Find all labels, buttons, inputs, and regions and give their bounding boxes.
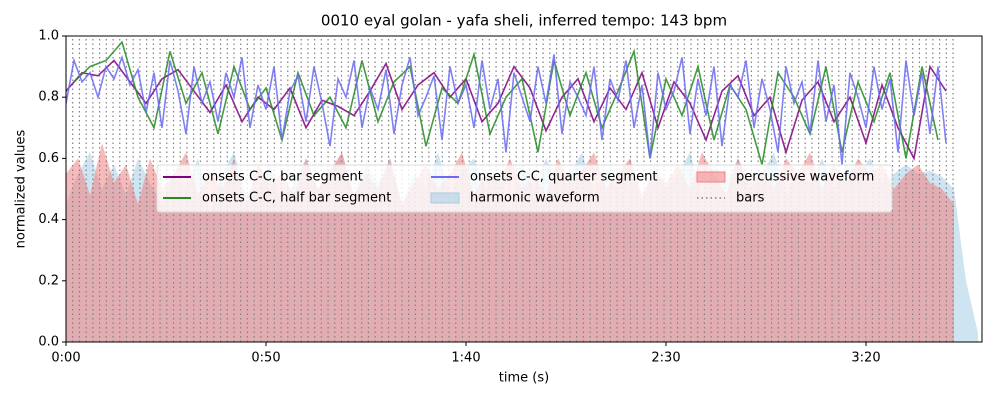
x-tick-label: 1:40: [451, 351, 480, 366]
legend-swatch: [696, 171, 726, 183]
legend-label: bars: [736, 191, 765, 206]
onset-line: [66, 54, 947, 165]
legend-label: percussive waveform: [736, 170, 874, 185]
chart-title: 0010 eyal golan - yafa sheli, inferred t…: [321, 12, 727, 30]
y-tick-label: 0.0: [38, 335, 59, 350]
legend-label: onsets C-C, half bar segment: [202, 191, 391, 206]
x-axis-label: time (s): [499, 371, 549, 386]
onset-line: [66, 59, 947, 161]
y-tick-label: 0.8: [38, 90, 59, 105]
x-tick-label: 3:20: [851, 351, 880, 366]
x-tick-label: 2:30: [651, 351, 680, 366]
axes: 0:00 0:50 1:40 2:30 3:20 0.0 0.2 0.4 0.6 0.8 1.0: [38, 29, 880, 366]
legend-label: harmonic waveform: [470, 191, 600, 206]
x-tick-label: 0:00: [51, 351, 80, 366]
y-tick-label: 0.6: [38, 151, 59, 166]
axes-frame: [65, 35, 983, 343]
y-axis-label: normalized values: [14, 129, 29, 248]
y-tick-label: 0.4: [38, 212, 59, 227]
x-tick-label: 0:50: [251, 351, 280, 366]
y-tick-label: 1.0: [38, 29, 59, 44]
legend-swatch: [430, 192, 460, 204]
legend-label: onsets C-C, quarter segment: [470, 170, 657, 185]
legend: onsets C-C, bar segment onsets C-C, half …: [156, 164, 893, 213]
onset-line: [73, 40, 939, 165]
legend-label: onsets C-C, bar segment: [202, 170, 363, 185]
y-tick-label: 0.2: [38, 273, 59, 288]
